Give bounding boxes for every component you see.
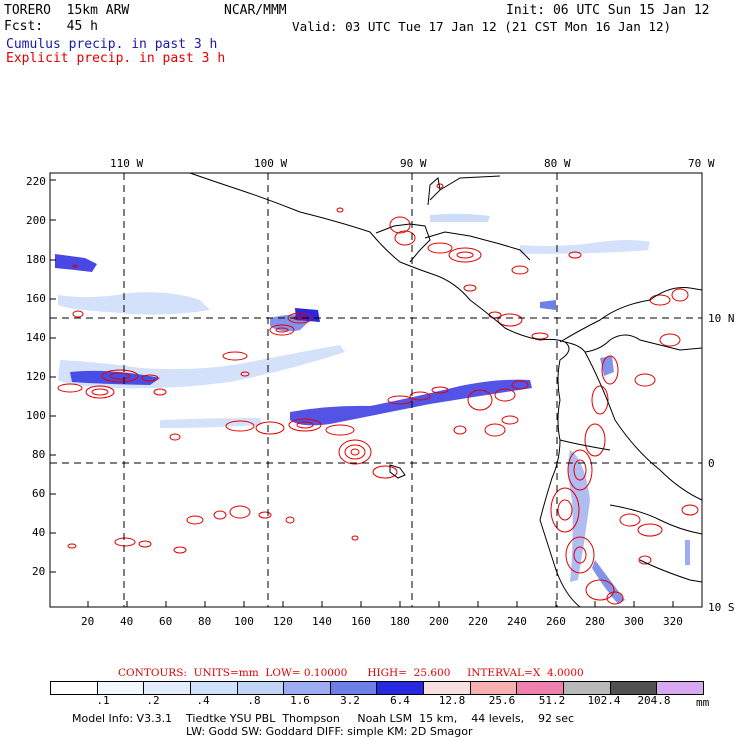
cumulus-precip-layer: [55, 213, 690, 604]
x-tick: 280: [585, 615, 605, 628]
y-tick: 160: [26, 292, 46, 305]
coastline-layer: [189, 172, 703, 608]
y-tick: 100: [26, 409, 46, 422]
legend-label: 102.4: [587, 694, 621, 707]
y-axis-labels: 220 200 180 160 140 120 100 80 60 40 20: [26, 175, 46, 578]
legend-swatch: [144, 682, 191, 694]
x-axis-labels: 20 40 60 80 100 120 140 160 180 200 220 …: [81, 615, 683, 628]
legend-swatch: [330, 682, 378, 694]
legend-label: 51.2: [538, 694, 566, 707]
legend-swatch: [564, 682, 611, 694]
x-tick: 80: [198, 615, 211, 628]
contour-info: CONTOURS: UNITS=mm LOW= 0.10000 HIGH= 25…: [118, 667, 584, 679]
legend-label: 3.2: [340, 694, 360, 707]
x-tick: 40: [120, 615, 133, 628]
organization-label: NCAR/MMM: [224, 3, 287, 18]
legend-swatch: [424, 682, 471, 694]
longitude-labels: 110 W 100 W 90 W 80 W 70 W: [110, 157, 715, 170]
init-time: Init: 06 UTC Sun 15 Jan 12: [506, 3, 710, 18]
x-tick: 180: [390, 615, 410, 628]
y-tick: 20: [32, 565, 45, 578]
color-legend: [50, 681, 704, 695]
lon-label-100w: 100 W: [254, 157, 287, 170]
legend-swatch: [51, 682, 98, 694]
legend-swatch: [190, 682, 238, 694]
model-physics: LW: Godd SW: Goddard DIFF: simple KM: 2D…: [186, 725, 473, 738]
forecast-hour: Fcst: 45 h: [4, 19, 98, 34]
lon-label-80w: 80 W: [544, 157, 571, 170]
legend-swatch: [237, 682, 285, 694]
valid-time: Valid: 03 UTC Tue 17 Jan 12 (21 CST Mon …: [292, 19, 672, 34]
x-tick: 60: [159, 615, 172, 628]
y-tick: 40: [32, 526, 45, 539]
y-tick: 200: [26, 214, 46, 227]
x-tick: 240: [507, 615, 527, 628]
legend-unit: mm: [696, 696, 710, 709]
legend-label: .1: [96, 694, 110, 707]
y-tick: 140: [26, 331, 46, 344]
lon-label-90w: 90 W: [400, 157, 427, 170]
y-tick: 60: [32, 487, 45, 500]
legend-swatch: [470, 682, 518, 694]
legend-label: 25.6: [488, 694, 516, 707]
legend-swatch: [517, 682, 565, 694]
x-tick: 120: [273, 615, 293, 628]
legend-label: .4: [196, 694, 210, 707]
x-tick: 220: [468, 615, 488, 628]
model-title: TORERO 15km ARW: [4, 3, 130, 18]
legend-swatch: [610, 682, 658, 694]
y-axis: [50, 179, 56, 573]
legend-label: .2: [146, 694, 160, 707]
legend-label: 204.8: [637, 694, 671, 707]
legend-swatch: [377, 682, 425, 694]
x-tick: 200: [429, 615, 449, 628]
x-tick: 100: [234, 615, 254, 628]
y-tick: 180: [26, 253, 46, 266]
x-tick: 20: [81, 615, 94, 628]
x-tick: 320: [663, 615, 683, 628]
lon-label-70w: 70 W: [688, 157, 715, 170]
x-axis: [87, 601, 674, 607]
lon-label-110w: 110 W: [110, 157, 143, 170]
y-tick: 80: [32, 448, 45, 461]
x-tick: 160: [351, 615, 371, 628]
explicit-precip-label: Explicit precip. in past 3 h: [6, 51, 226, 66]
map-frame: [49, 172, 703, 608]
model-info: Model Info: V3.3.1 Tiedtke YSU PBL Thomp…: [72, 712, 575, 725]
legend-label: .8: [247, 694, 261, 707]
legend-label: 1.6: [290, 694, 310, 707]
legend-swatch: [97, 682, 145, 694]
legend-label: 6.4: [390, 694, 410, 707]
legend-swatch: [657, 682, 703, 694]
lat-label-10s: 10 S: [708, 601, 735, 614]
legend-label: 12.8: [438, 694, 466, 707]
cumulus-precip-label: Cumulus precip. in past 3 h: [6, 37, 218, 52]
lat-label-10n: 10 N: [708, 312, 735, 325]
x-tick: 140: [312, 615, 332, 628]
lat-lon-grid: [50, 173, 702, 607]
latitude-labels: 10 N 0 10 S: [708, 312, 735, 614]
y-tick: 120: [26, 370, 46, 383]
lat-label-0: 0: [708, 457, 715, 470]
x-tick: 260: [546, 615, 566, 628]
legend-swatch: [284, 682, 331, 694]
y-tick: 220: [26, 175, 46, 188]
x-tick: 300: [624, 615, 644, 628]
